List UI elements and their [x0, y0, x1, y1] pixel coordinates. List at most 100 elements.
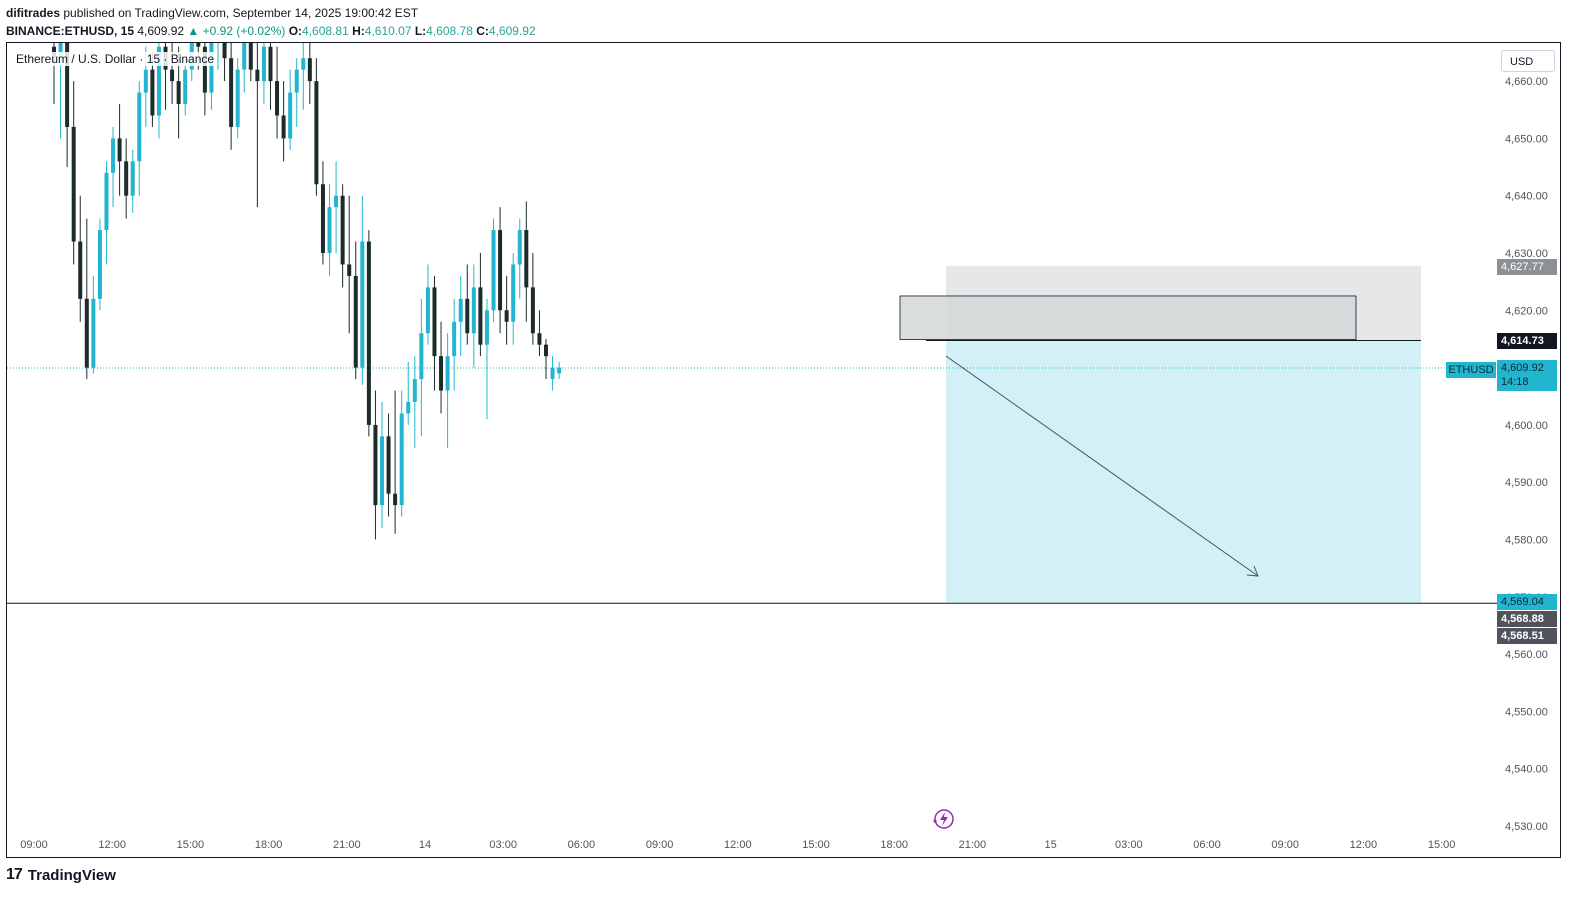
- candle-body: [327, 207, 332, 253]
- last-price-tag: 4,609.92 14:18: [1497, 360, 1557, 391]
- x-tick-label: 15:00: [1428, 839, 1456, 851]
- x-tick-label: 21:00: [333, 839, 361, 851]
- y-tick-label: 4,660.00: [1505, 76, 1548, 88]
- candle: [248, 43, 253, 82]
- candle: [84, 218, 89, 380]
- candle: [504, 275, 509, 345]
- candle: [353, 241, 358, 380]
- candle: [202, 43, 207, 116]
- candle-body: [491, 230, 496, 311]
- candle: [511, 253, 516, 345]
- candle-body: [314, 81, 319, 185]
- y-tick-label: 4,640.00: [1505, 191, 1548, 203]
- candle-body: [242, 43, 247, 70]
- symbol-legend[interactable]: Ethereum / U.S. Dollar · 15 · Binance: [14, 52, 217, 66]
- candle: [458, 275, 463, 357]
- candle: [52, 43, 56, 105]
- candle-body: [209, 43, 214, 93]
- candle-body: [156, 46, 161, 116]
- candle-body: [511, 264, 516, 322]
- candle: [347, 195, 352, 334]
- candle-body: [176, 81, 181, 105]
- lightning-icon[interactable]: [930, 808, 956, 830]
- candle-body: [78, 241, 83, 299]
- candle-body: [275, 81, 280, 116]
- candle: [209, 43, 214, 110]
- high-label: H:: [352, 24, 365, 38]
- x-tick-label: 06:00: [1193, 839, 1221, 851]
- take-profit-zone: [946, 340, 1421, 603]
- candle-body: [425, 287, 430, 334]
- candle: [130, 149, 135, 213]
- candle-body: [478, 287, 483, 345]
- candle: [517, 218, 522, 299]
- brand-name[interactable]: TradingView: [27, 866, 116, 884]
- candle-body: [71, 126, 76, 242]
- candle: [498, 207, 503, 334]
- candle: [117, 104, 122, 196]
- candle: [275, 46, 280, 139]
- candle: [156, 43, 161, 139]
- candle: [137, 81, 142, 196]
- candle: [425, 264, 430, 345]
- x-tick-label: 09:00: [20, 839, 48, 851]
- candle: [334, 161, 339, 253]
- candle-body: [366, 241, 371, 425]
- candle-body: [537, 333, 542, 345]
- x-tick-label: 15: [1044, 839, 1056, 851]
- candle-body: [399, 413, 404, 506]
- candle-body: [143, 69, 148, 93]
- y-tick-label: 4,650.00: [1505, 133, 1548, 145]
- candle-body: [288, 92, 293, 139]
- candle-body: [58, 43, 63, 59]
- candle-body: [170, 69, 175, 82]
- candle: [217, 43, 219, 70]
- candle: [452, 298, 457, 391]
- candle: [550, 356, 555, 391]
- candle-body: [334, 195, 339, 208]
- chart-frame[interactable]: [6, 42, 1561, 858]
- candle: [235, 58, 240, 139]
- x-tick-label: 09:00: [1271, 839, 1299, 851]
- candle-body: [97, 230, 102, 299]
- x-tick-label: 21:00: [959, 839, 987, 851]
- candle: [406, 361, 411, 425]
- candle-body: [347, 264, 352, 276]
- candle: [445, 333, 450, 448]
- candle-body: [111, 138, 116, 173]
- candle: [97, 218, 102, 311]
- x-tick-label: 03:00: [489, 839, 517, 851]
- candle: [327, 184, 332, 276]
- candle-body: [406, 401, 411, 414]
- candle: [111, 126, 116, 208]
- candle-body: [412, 379, 417, 402]
- tradingview-logo-icon[interactable]: 17: [6, 866, 23, 883]
- candle: [261, 43, 266, 105]
- publisher-name[interactable]: difitrades: [6, 6, 61, 20]
- candle: [71, 81, 76, 265]
- candle: [281, 81, 286, 162]
- candle: [91, 275, 96, 374]
- candle: [301, 43, 306, 110]
- candle: [183, 58, 188, 116]
- candle: [380, 401, 384, 529]
- currency-button[interactable]: USD: [1501, 50, 1555, 72]
- candle: [288, 69, 293, 150]
- x-tick-label: 12:00: [724, 839, 752, 851]
- candle: [530, 253, 535, 345]
- ethusd-label-tag: ETHUSD: [1446, 362, 1496, 378]
- candle-body: [419, 333, 424, 380]
- close-value: 4,609.92: [488, 24, 536, 38]
- candle-body: [386, 436, 391, 494]
- x-tick-label: 03:00: [1115, 839, 1143, 851]
- candle-body: [340, 195, 345, 265]
- candle-body: [484, 310, 489, 345]
- candle: [229, 43, 234, 150]
- candle-body: [150, 69, 155, 116]
- y-tick-label: 4,630.00: [1505, 248, 1548, 260]
- candle: [544, 338, 548, 380]
- candle-body: [445, 356, 450, 391]
- candle-body: [439, 356, 444, 391]
- low-label: L:: [414, 24, 427, 38]
